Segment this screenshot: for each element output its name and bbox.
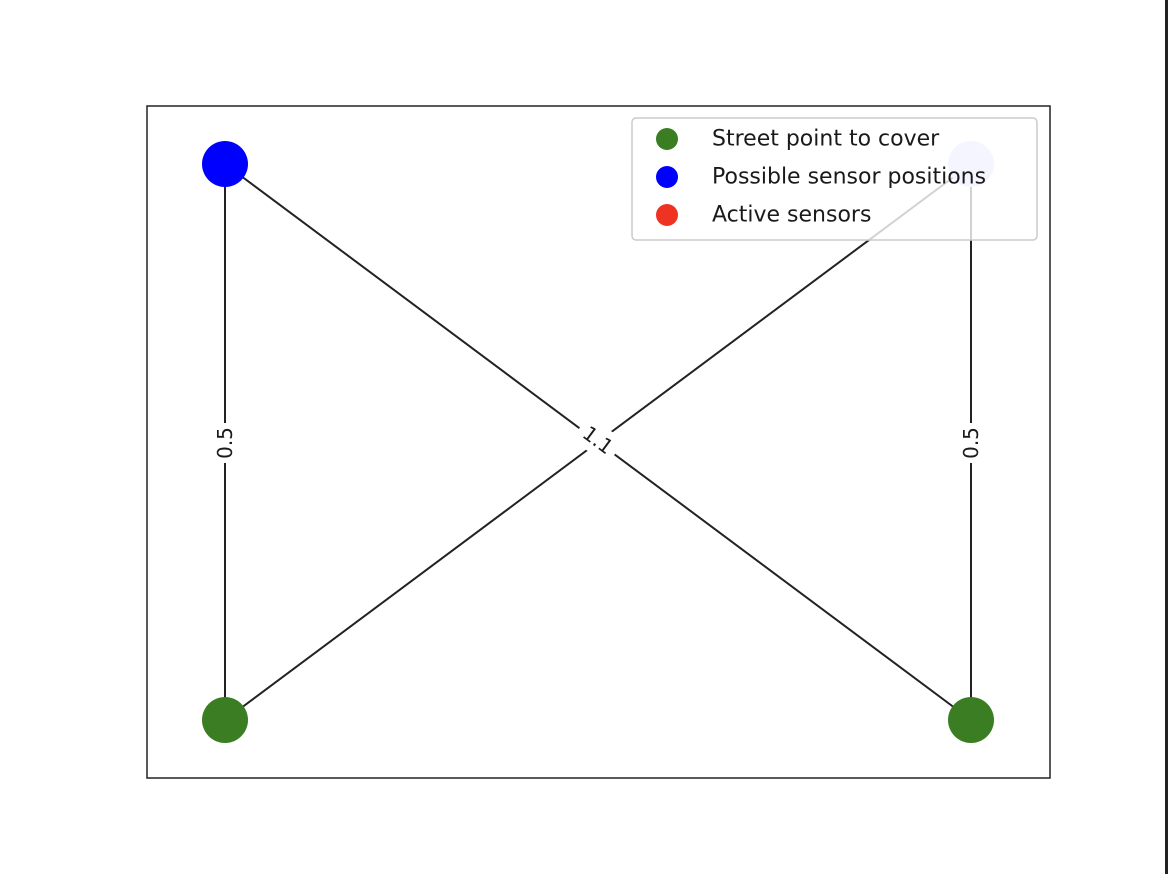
window-edge: [1165, 0, 1168, 874]
node-bottom-right: [948, 697, 994, 743]
legend-label-possible-sensor: Possible sensor positions: [712, 165, 986, 190]
legend-label-active-sensor: Active sensors: [712, 203, 871, 228]
legend-marker-possible-sensor: [656, 166, 678, 188]
legend-label-street-point: Street point to cover: [712, 127, 940, 152]
legend-marker-street-point: [656, 128, 678, 150]
legend-item-street-point: Street point to cover: [656, 127, 940, 152]
legend-item-active-sensor: Active sensors: [656, 203, 871, 228]
node-bottom-left: [202, 697, 248, 743]
node-top-left: [202, 141, 248, 187]
legend-item-possible-sensor: Possible sensor positions: [656, 165, 986, 190]
edge-label-left: 0.5: [213, 427, 237, 459]
legend-box: [631, 117, 1038, 241]
legend: Street point to cover Possible sensor po…: [631, 117, 1038, 241]
edge-label-right: 0.5: [959, 427, 983, 459]
legend-marker-active-sensor: [656, 204, 678, 226]
edge-labels-layer: 0.5 0.5 1.1: [211, 414, 985, 466]
